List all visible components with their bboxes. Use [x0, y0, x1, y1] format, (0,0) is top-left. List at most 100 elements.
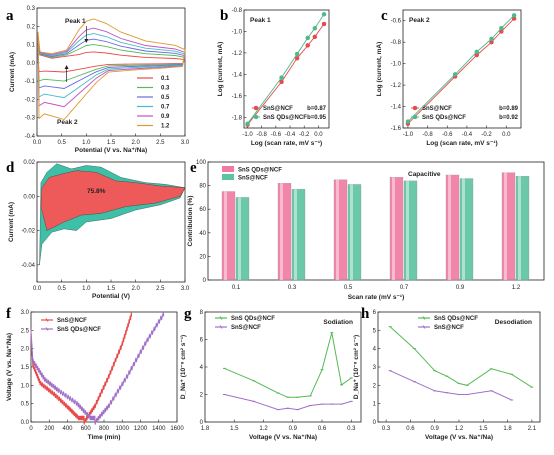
capacitive-area	[40, 170, 186, 231]
panel-label: c	[381, 8, 388, 24]
y-axis-label: Log (current, mA)	[217, 42, 224, 97]
x-tick-label: 2.1	[528, 426, 537, 432]
y-tick-label: 0.0	[21, 420, 30, 426]
x-tick-label: 1.2	[259, 426, 268, 432]
bar	[501, 172, 516, 281]
data-point	[245, 121, 250, 126]
arrow-head	[84, 39, 89, 43]
x-tick-label: 0.0	[33, 140, 42, 146]
y-tick-label: 4	[373, 347, 377, 353]
legend-entry: 1.2	[161, 124, 170, 130]
bar	[291, 188, 306, 281]
series-line	[30, 311, 133, 425]
legend-entry: SnS QDs@NCF	[434, 316, 478, 322]
y-tick-label: -0.6	[391, 19, 402, 25]
x-tick-label: -0.8	[257, 132, 268, 138]
data-point	[253, 114, 259, 120]
x-tick-label: 1600	[170, 426, 184, 432]
x-tick-label: 2.5	[156, 140, 165, 146]
bar	[235, 197, 250, 281]
y-tick-label: 2	[373, 383, 377, 389]
bar	[221, 191, 236, 281]
y-tick-label: -1.4	[232, 72, 243, 78]
x-tick-label: -0.4	[285, 132, 296, 138]
plot-frame	[402, 9, 522, 129]
b-value-label: b=0.87	[307, 106, 327, 112]
data-point	[452, 72, 458, 77]
data-point	[305, 35, 310, 41]
data-point	[321, 21, 327, 27]
y-tick-label: -1.2	[391, 83, 402, 89]
y-tick-label: 6	[200, 338, 204, 344]
y-tick-label: 80	[199, 184, 206, 190]
x-tick-label: 1.2	[455, 426, 464, 432]
y-tick-label: 6	[373, 310, 377, 316]
x-tick-label: 400	[62, 426, 73, 432]
panel-label: d	[6, 160, 15, 176]
bar-highlight	[350, 184, 353, 280]
x-tick-label: 3.0	[181, 286, 190, 292]
x-tick-label: 1200	[134, 426, 148, 432]
y-tick-label: 3.0	[21, 310, 30, 316]
panel-label: e	[190, 160, 197, 176]
b-value-label: b=0.95	[307, 115, 327, 121]
capacitive-percent-label: 75.8%	[87, 188, 106, 195]
x-tick-label: 0.9	[289, 426, 298, 432]
bar	[389, 177, 404, 281]
x-tick-label: 0.7	[400, 285, 409, 291]
y-tick-label: -1.8	[232, 115, 243, 121]
y-tick-label: -1.0	[391, 62, 402, 68]
data-point	[499, 25, 504, 31]
legend-marker	[45, 318, 49, 322]
y-axis-label: Current (mA)	[8, 202, 15, 242]
x-tick-label: 1.0	[82, 140, 91, 146]
y-axis-label: D_Na⁺ (10⁻⁸ cm² s⁻¹)	[180, 335, 187, 399]
x-axis-label: Potential (V)	[92, 293, 130, 300]
x-tick-label: -0.2	[299, 132, 310, 138]
bar-highlight	[238, 197, 241, 280]
legend-entry: SnS QDs@NCF	[422, 115, 466, 121]
y-tick-label: 0.02	[23, 160, 35, 166]
x-tick-label: 0.9	[431, 426, 440, 432]
bar-highlight	[406, 180, 409, 280]
y-tick-label: 4	[200, 365, 204, 371]
x-tick-label: 0.0	[33, 286, 42, 292]
annotation-label: Sodiation	[323, 319, 353, 326]
x-tick-label: 0.0	[314, 132, 323, 138]
y-tick-label: -1.0	[232, 29, 243, 35]
plot-frame	[207, 161, 545, 281]
data-point	[294, 51, 300, 57]
y-tick-label: -1.6	[391, 126, 402, 132]
bar-highlight	[448, 174, 451, 280]
panel-c: c -1.0 -0.8 -0.6 -0.4 -0.2 0.0 -1.6 -1.4 -1.2 -1.0…	[376, 8, 522, 147]
x-tick-label: 1000	[116, 426, 130, 432]
y-tick-label: 20	[199, 254, 206, 260]
x-tick-label: 0.6	[406, 426, 415, 432]
x-tick-label: 600	[81, 426, 92, 432]
panel-d: d 0.0 0.5 1.0 1.5 2.0 2.5 3.0 -0.04 -0.02 0.00 0.02…	[6, 160, 190, 300]
y-tick-label: 0.00	[23, 194, 35, 200]
x-tick-label: 2.5	[156, 286, 165, 292]
x-tick-label: 800	[99, 426, 110, 432]
annotation-label: Desodiation	[495, 319, 532, 326]
y-axis-label: Log (current, mA)	[376, 42, 383, 97]
y-tick-label: 0	[373, 420, 377, 426]
bar	[403, 180, 418, 281]
panel-a: a 0.0 0.5 1.0 1.5 2.0 2.5 3.0 -0.4 -0.3 -0.2 -0.1 0.…	[6, 6, 190, 154]
data-point	[279, 75, 284, 80]
bar	[459, 178, 474, 281]
legend-entry: 0.5	[161, 95, 170, 101]
annotation-peak1: Peak 1	[65, 18, 86, 25]
x-axis-label: Time (min)	[88, 434, 121, 441]
data-point	[305, 43, 310, 48]
data-point	[405, 119, 411, 124]
x-axis-label: Log (scan rate, mV s⁻¹)	[426, 140, 497, 147]
panel-label: b	[220, 8, 228, 24]
legend-entry: 0.1	[161, 76, 170, 82]
panel-label: a	[6, 8, 14, 24]
x-tick-label: 0.5	[57, 286, 66, 292]
bar	[333, 179, 348, 281]
series-line	[224, 332, 352, 398]
